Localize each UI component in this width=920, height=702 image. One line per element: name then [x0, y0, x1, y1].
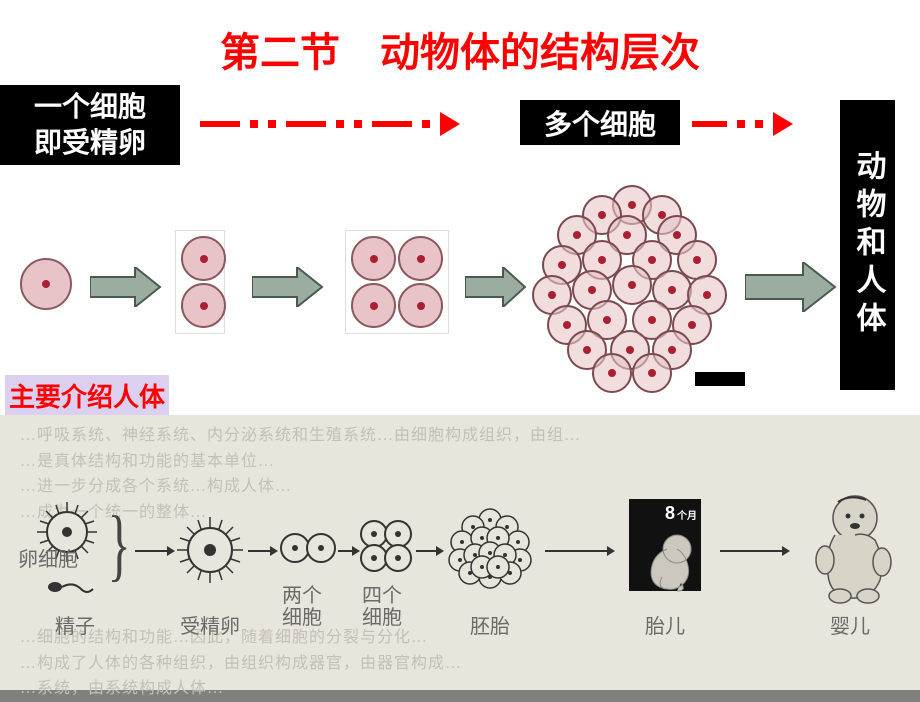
cell-single — [20, 258, 72, 310]
label-single-cell-l1: 一个细胞 — [34, 89, 146, 125]
faint-text-2: …细胞的结构和功能…因此，随着细胞的分裂与分化… …构成了人体的各种组织，由组织… — [20, 625, 900, 702]
bw-four — [360, 520, 416, 572]
dash-arrow-1 — [200, 112, 510, 136]
thin-arrow-2 — [248, 545, 278, 557]
lbl-fetus: 胎儿 — [645, 610, 685, 639]
dash-arrow-2 — [692, 112, 837, 136]
lbl-sperm: 精子 — [55, 610, 95, 639]
upper-diagram: 第二节 动物体的结构层次 一个细胞 即受精卵 多个细胞 动物和人体 主要介绍人体 — [0, 0, 920, 415]
label-animal-body: 动物和人体 — [840, 100, 895, 390]
thin-arrow-5 — [545, 545, 615, 557]
cluster-mark — [695, 372, 745, 386]
cell-cluster — [532, 185, 732, 385]
bw-embryo — [445, 505, 535, 595]
lower-diagram: …呼吸系统、神经系统、内分泌系统和生殖系统…由细胞构成组织，由组… …是真体结构… — [0, 415, 920, 690]
lbl-egg: 卵细胞 — [18, 543, 78, 572]
arrow-3 — [465, 267, 527, 307]
thin-arrow-4 — [416, 545, 444, 557]
brace-icon: } — [108, 500, 131, 591]
stamp-fetus: 8 个月 — [625, 495, 705, 595]
label-single-cell-l2: 即受精卵 — [34, 125, 146, 161]
lbl-four: 四个细胞 — [360, 585, 404, 629]
stamp-sub: 个月 — [677, 507, 697, 522]
page-title: 第二节 动物体的结构层次 — [0, 10, 920, 78]
bw-sperm — [45, 575, 95, 610]
lbl-two: 两个细胞 — [280, 585, 324, 629]
bw-two — [280, 533, 336, 563]
arrow-1 — [90, 267, 162, 307]
arrow-2 — [252, 267, 324, 307]
lbl-embryo: 胚胎 — [470, 610, 510, 639]
note-human-body: 主要介绍人体 — [5, 375, 169, 416]
lbl-fert: 受精卵 — [180, 610, 240, 639]
thin-arrow-1 — [135, 545, 175, 557]
arrow-4 — [745, 262, 837, 312]
label-multi-cell: 多个细胞 — [520, 100, 680, 145]
label-single-cell: 一个细胞 即受精卵 — [0, 85, 180, 165]
thin-arrow-3 — [338, 545, 360, 557]
stamp-number: 8 — [665, 503, 675, 524]
lbl-baby: 婴儿 — [830, 610, 870, 639]
cell-four — [345, 230, 449, 334]
baby-icon — [800, 490, 900, 605]
thin-arrow-6 — [720, 545, 790, 557]
cell-two — [175, 230, 225, 334]
bw-fertilized — [175, 515, 245, 585]
